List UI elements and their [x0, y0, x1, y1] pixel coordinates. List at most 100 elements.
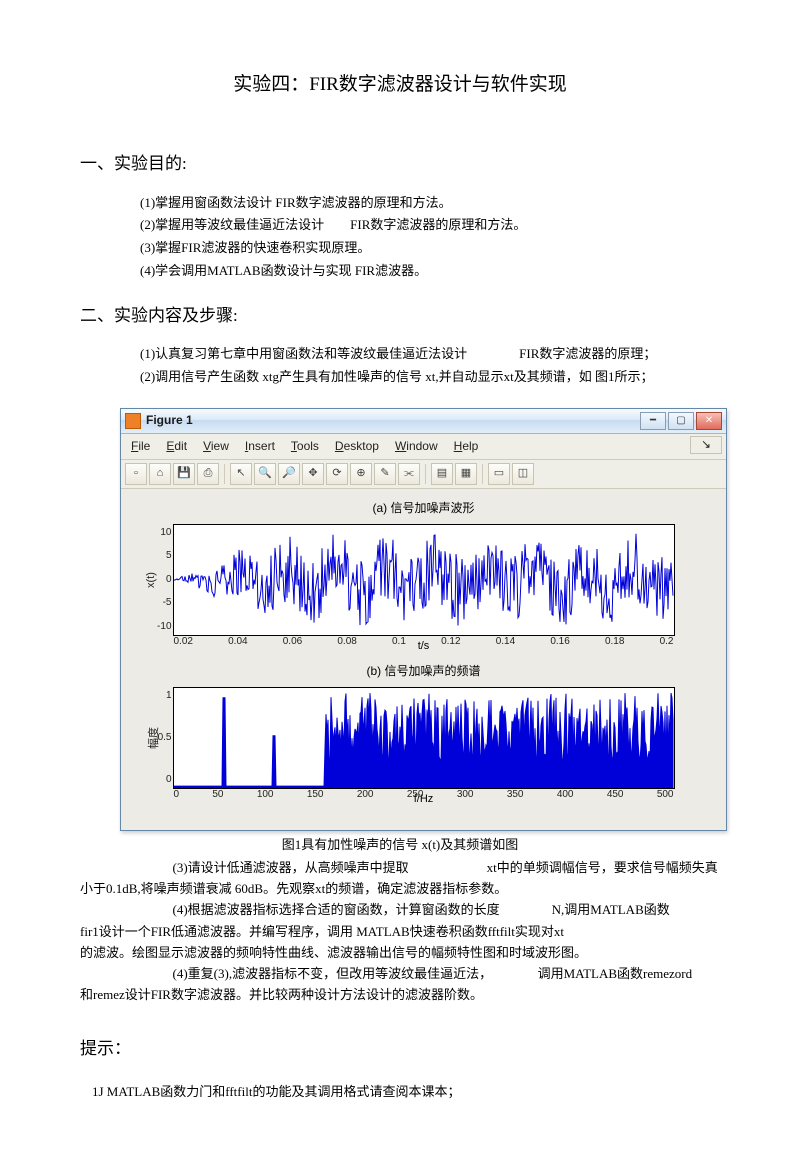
xtick: 0.12 — [441, 634, 460, 650]
toolbar-sep — [224, 464, 225, 484]
hint-list: 1J MATLAB函数力门和fftfilt的功能及其调用格式请查阅本课本； — [80, 1082, 720, 1103]
xtick: 0 — [174, 787, 180, 803]
xtick: 0.18 — [605, 634, 624, 650]
xtick: 0.14 — [496, 634, 515, 650]
step-item: fir1设计一个FIR低通滤波器。并编写程序，调用 MATLAB快速卷积函数ff… — [80, 922, 720, 942]
step-item: 的滤波。绘图显示滤波器的频响特性曲线、滤波器输出信号的幅频特性图和时域波形图。 — [80, 943, 720, 963]
tool-print-icon[interactable]: ⎙ — [197, 463, 219, 485]
step-item: (4)重复(3),滤波器指标不变，但改用等波纹最佳逼近法， 调用MATLAB函数… — [140, 964, 720, 984]
steps-before-fig: (1)认真复习第七章中用窗函数法和等波纹最佳逼近法设计 FIR数字滤波器的原理；… — [140, 344, 720, 388]
doc-title: 实验四：FIR数字滤波器设计与软件实现 — [80, 70, 720, 100]
xtick: 0.2 — [660, 634, 674, 650]
step-item: (1)认真复习第七章中用窗函数法和等波纹最佳逼近法设计 FIR数字滤波器的原理； — [140, 344, 720, 365]
xtick: 500 — [657, 787, 674, 803]
tool-hide-icon[interactable]: ▭ — [488, 463, 510, 485]
xtick: 450 — [607, 787, 624, 803]
xtick: 0.04 — [228, 634, 247, 650]
ytick: -10 — [157, 619, 171, 635]
minimize-button[interactable]: ━ — [640, 412, 666, 430]
tool-rotate-icon[interactable]: ⟳ — [326, 463, 348, 485]
figure-caption: 图1具有加性噪声的信号 x(t)及其频谱如图 — [80, 835, 720, 856]
ytick: 10 — [160, 525, 171, 541]
purpose-item: (4)学会调用MATLAB函数设计与实现 FIR滤波器。 — [140, 261, 720, 282]
tool-datacursor-icon[interactable]: ⊕ — [350, 463, 372, 485]
subplot-b-title: (b) 信号加噪声的频谱 — [141, 662, 706, 681]
toolbar-sep — [425, 464, 426, 484]
menu-tools[interactable]: Tools — [285, 436, 325, 457]
purpose-list: (1)掌握用窗函数法设计 FIR数字滤波器的原理和方法。 (2)掌握用等波纹最佳… — [140, 193, 720, 282]
matlab-figure-window: Figure 1 ━ ▢ ✕ File Edit View Insert Too… — [120, 408, 727, 832]
subplot-a-xticks: 0.02 0.04 0.06 0.08 0.1 0.12 0.14 0.16 0… — [174, 634, 674, 650]
document-page: 实验四：FIR数字滤波器设计与软件实现 一、实验目的: (1)掌握用窗函数法设计… — [0, 0, 800, 1156]
steps-after-fig: (3)请设计低通滤波器，从高频噪声中提取 xt中的单频调幅信号，要求信号幅频失真… — [80, 858, 720, 1005]
xtick: 0.02 — [174, 634, 193, 650]
tool-brush-icon[interactable]: ✎ — [374, 463, 396, 485]
xtick: 0.16 — [550, 634, 569, 650]
subplot-a-yticks: 10 5 0 -5 -10 — [148, 525, 172, 635]
subplot-a-svg — [174, 525, 674, 635]
tool-legend-icon[interactable]: ▦ — [455, 463, 477, 485]
subplot-a-title: (a) 信号加噪声波形 — [141, 499, 706, 518]
xtick: 50 — [212, 787, 223, 803]
toolbar-sep — [482, 464, 483, 484]
xtick: 0.08 — [337, 634, 356, 650]
purpose-item: (2)掌握用等波纹最佳逼近法设计 FIR数字滤波器的原理和方法。 — [140, 215, 720, 236]
ytick: 0.5 — [158, 730, 172, 746]
xtick: 300 — [457, 787, 474, 803]
step-item: (4)根据滤波器指标选择合适的窗函数，计算窗函数的长度 N,调用MATLAB函数 — [140, 900, 720, 920]
step-item: (2)调用信号产生函数 xtg产生具有加性噪声的信号 xt,并自动显示xt及其频… — [140, 367, 720, 388]
xtick: 400 — [557, 787, 574, 803]
tool-zoom-out-icon[interactable]: 🔎 — [278, 463, 300, 485]
step-item: 小于0.1dB,将噪声频谱衰减 60dB。先观察xt的频谱，确定滤波器指标参数。 — [80, 879, 720, 899]
figure-plot-area: (a) 信号加噪声波形 x(t) 10 5 0 -5 -10 0.02 0.04… — [121, 489, 726, 831]
menu-help[interactable]: Help — [448, 436, 485, 457]
menu-edit[interactable]: Edit — [160, 436, 193, 457]
figure-menubar: File Edit View Insert Tools Desktop Wind… — [121, 434, 726, 460]
tool-link-icon[interactable]: ⫘ — [398, 463, 420, 485]
maximize-button[interactable]: ▢ — [668, 412, 694, 430]
tool-open-icon[interactable]: ⌂ — [149, 463, 171, 485]
menu-insert[interactable]: Insert — [239, 436, 281, 457]
close-button[interactable]: ✕ — [696, 412, 722, 430]
figure-toolbar: ▫ ⌂ 💾 ⎙ ↖ 🔍 🔎 ✥ ⟳ ⊕ ✎ ⫘ ▤ ▦ ▭ ◫ — [121, 460, 726, 489]
section-purpose-heading: 一、实验目的: — [80, 150, 720, 177]
xtick: 350 — [507, 787, 524, 803]
subplot-b-xticks: 0 50 100 150 200 250 300 350 400 450 500 — [174, 787, 674, 803]
purpose-item: (1)掌握用窗函数法设计 FIR数字滤波器的原理和方法。 — [140, 193, 720, 214]
menu-view[interactable]: View — [197, 436, 235, 457]
section-steps-heading: 二、实验内容及步骤: — [80, 302, 720, 329]
subplot-b-svg — [174, 688, 674, 788]
tool-pan-icon[interactable]: ✥ — [302, 463, 324, 485]
xtick: 150 — [307, 787, 324, 803]
figure-title-text: Figure 1 — [146, 411, 193, 430]
ytick: 5 — [166, 548, 172, 564]
ytick: -5 — [163, 595, 172, 611]
xtick: 100 — [257, 787, 274, 803]
menu-desktop[interactable]: Desktop — [329, 436, 385, 457]
tool-new-icon[interactable]: ▫ — [125, 463, 147, 485]
subplot-a: x(t) 10 5 0 -5 -10 0.02 0.04 0.06 0.08 0… — [173, 524, 675, 636]
section-hint-heading: 提示： — [80, 1035, 720, 1062]
ytick: 1 — [166, 688, 172, 704]
menu-context-icon[interactable]: ↘ — [690, 436, 722, 454]
menu-window[interactable]: Window — [389, 436, 444, 457]
tool-dock-icon[interactable]: ◫ — [512, 463, 534, 485]
figure-titlebar[interactable]: Figure 1 ━ ▢ ✕ — [121, 409, 726, 434]
step-item: (3)请设计低通滤波器，从高频噪声中提取 xt中的单频调幅信号，要求信号幅频失真 — [140, 858, 720, 878]
hint-item: 1J MATLAB函数力门和fftfilt的功能及其调用格式请查阅本课本； — [92, 1082, 720, 1103]
tool-save-icon[interactable]: 💾 — [173, 463, 195, 485]
xtick: 250 — [407, 787, 424, 803]
xtick: 0.06 — [283, 634, 302, 650]
xtick: 200 — [357, 787, 374, 803]
window-buttons: ━ ▢ ✕ — [640, 412, 722, 430]
step-item: 和remez设计FIR数字滤波器。并比较两种设计方法设计的滤波器阶数。 — [80, 985, 720, 1005]
tool-colorbar-icon[interactable]: ▤ — [431, 463, 453, 485]
xtick: 0.1 — [392, 634, 406, 650]
ytick: 0 — [166, 572, 172, 588]
tool-zoom-in-icon[interactable]: 🔍 — [254, 463, 276, 485]
menu-file[interactable]: File — [125, 436, 156, 457]
subplot-b: 幅度 1 0.5 0 0 50 100 150 200 250 300 — [173, 687, 675, 789]
tool-arrow-icon[interactable]: ↖ — [230, 463, 252, 485]
purpose-item: (3)掌握FIR滤波器的快速卷积实现原理。 — [140, 238, 720, 259]
matlab-icon — [125, 413, 141, 429]
